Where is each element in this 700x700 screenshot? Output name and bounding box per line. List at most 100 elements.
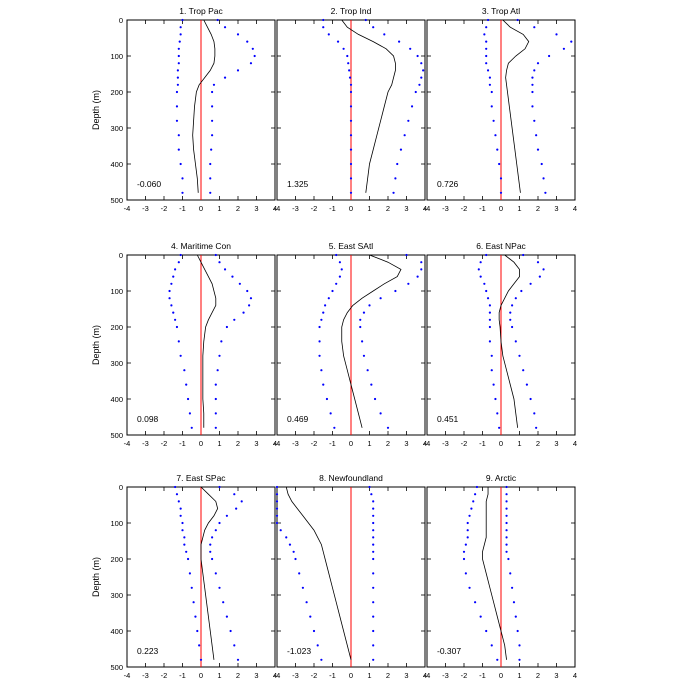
upper-bound-point xyxy=(214,253,217,257)
panel-annotation: 0.726 xyxy=(437,179,459,189)
lower-bound-point xyxy=(499,177,503,180)
panel-3: 3. Trop Atl -4 -3 -2 -1 0 1 2 3 4 0.726 xyxy=(424,6,577,213)
upper-bound-point xyxy=(372,572,375,575)
upper-bound-point xyxy=(220,340,223,343)
lower-bound-point xyxy=(179,33,182,36)
x-tick-label: -2 xyxy=(311,204,318,213)
x-tick-label: 2 xyxy=(236,439,240,448)
x-tick-label: 0 xyxy=(349,204,353,213)
lower-bound-point xyxy=(181,529,184,532)
upper-bound-point xyxy=(370,383,373,386)
upper-bound-point xyxy=(379,412,382,415)
lower-bound-point xyxy=(275,493,279,496)
lower-bound-point xyxy=(346,54,349,58)
lower-bound-point xyxy=(462,550,466,553)
upper-bound-point xyxy=(216,369,219,372)
upper-bound-point xyxy=(372,658,375,661)
lower-bound-point xyxy=(466,536,469,539)
upper-bound-point xyxy=(536,148,540,151)
y-tick-label: 200 xyxy=(110,88,123,97)
lower-bound-point xyxy=(488,340,491,343)
lower-bound-point xyxy=(499,191,503,194)
lower-bound-point xyxy=(194,615,197,618)
x-tick-label: -2 xyxy=(461,671,468,680)
upper-bound-point xyxy=(372,615,375,618)
x-tick-label: 1 xyxy=(517,671,521,680)
lower-bound-point xyxy=(494,397,497,401)
upper-bound-point xyxy=(510,586,514,589)
x-tick-label: -1 xyxy=(329,439,336,448)
panel-9: 9. Arctic -4 -3 -2 -1 0 1 2 3 4 -0.307 xyxy=(424,473,577,680)
lower-bound-point xyxy=(275,500,279,503)
upper-bound-point xyxy=(240,500,243,503)
upper-bound-point xyxy=(414,90,417,94)
upper-bound-point xyxy=(359,325,362,329)
upper-bound-point xyxy=(422,69,425,72)
upper-bound-point xyxy=(509,572,512,575)
x-tick-label: 1 xyxy=(367,439,371,448)
lower-bound-point xyxy=(485,40,488,43)
lower-bound-point xyxy=(177,340,180,343)
lower-bound-point xyxy=(172,275,175,278)
x-tick-label: -2 xyxy=(161,439,168,448)
upper-bound-point xyxy=(211,536,214,539)
lower-bound-point xyxy=(177,500,180,503)
upper-bound-point xyxy=(522,369,525,372)
lower-bound-point xyxy=(349,105,353,108)
lower-bound-point xyxy=(199,658,203,661)
lower-bound-point xyxy=(488,318,491,321)
x-tick-label: -1 xyxy=(179,439,186,448)
x-tick-label: -4 xyxy=(424,204,431,213)
lower-bound-point xyxy=(486,297,490,300)
upper-bound-point xyxy=(372,26,375,29)
upper-bound-point xyxy=(416,275,419,278)
lower-bound-point xyxy=(320,658,323,661)
upper-bound-point xyxy=(529,282,532,285)
lower-bound-point xyxy=(174,318,177,321)
lower-bound-point xyxy=(490,354,493,357)
upper-bound-point xyxy=(222,601,225,604)
upper-bound-point xyxy=(405,253,408,257)
x-tick-label: 3 xyxy=(254,204,258,213)
lower-bound-point xyxy=(275,485,279,489)
lower-bound-point xyxy=(348,76,352,79)
lower-bound-point xyxy=(479,261,482,264)
x-tick-label: 4 xyxy=(423,204,427,213)
y-tick-label: 0 xyxy=(119,16,123,25)
upper-bound-point xyxy=(570,40,573,43)
upper-bound-point xyxy=(366,369,369,372)
upper-bound-point xyxy=(505,507,508,510)
upper-bound-point xyxy=(505,485,508,489)
y-tick-label: 400 xyxy=(110,160,123,169)
mean-profile-line xyxy=(498,254,520,428)
lower-bound-point xyxy=(175,90,179,94)
upper-bound-point xyxy=(361,340,364,343)
upper-bound-point xyxy=(211,119,214,122)
panel-1: 1. Trop Pac -4 -3 -2 -1 0 1 2 3 4 0 100 200 300 400 500… xyxy=(91,6,277,213)
upper-bound-point xyxy=(516,18,519,22)
upper-bound-point xyxy=(403,134,406,137)
upper-bound-point xyxy=(218,521,221,525)
x-tick-label: 1 xyxy=(367,671,371,680)
lower-bound-point xyxy=(179,354,182,357)
lower-bound-point xyxy=(496,658,499,661)
upper-bound-point xyxy=(209,162,212,166)
y-tick-label: 200 xyxy=(110,323,123,332)
lower-bound-point xyxy=(466,529,469,532)
upper-bound-point xyxy=(368,485,371,489)
upper-bound-point xyxy=(505,500,508,503)
lower-bound-point xyxy=(349,83,353,86)
lower-bound-point xyxy=(477,268,480,271)
lower-bound-point xyxy=(292,550,295,553)
upper-bound-point xyxy=(214,529,217,532)
x-tick-label: 4 xyxy=(273,671,277,680)
lower-bound-point xyxy=(186,557,190,561)
upper-bound-point xyxy=(236,69,240,72)
x-tick-label: -2 xyxy=(161,671,168,680)
lower-bound-point xyxy=(309,615,312,618)
lower-bound-point xyxy=(488,325,491,329)
x-tick-label: 4 xyxy=(573,439,577,448)
upper-bound-point xyxy=(223,268,227,271)
x-tick-label: -1 xyxy=(179,204,186,213)
lower-bound-point xyxy=(294,557,297,561)
